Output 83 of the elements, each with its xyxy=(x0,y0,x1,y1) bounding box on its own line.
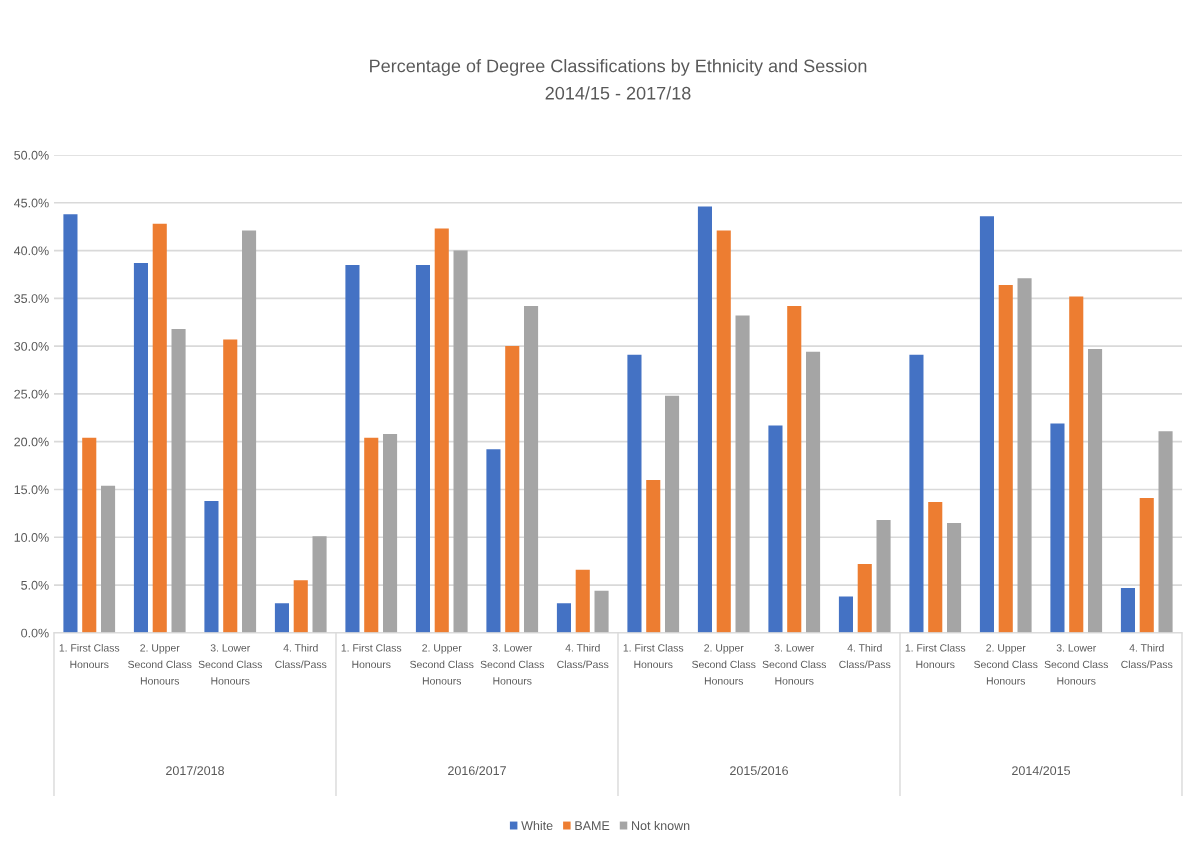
text: 2016/2017 xyxy=(448,765,506,776)
x-tick-label: 2. Upper Second Class Honours xyxy=(692,644,756,685)
bar xyxy=(998,284,1013,633)
bar xyxy=(947,522,962,633)
x-tick-label: 1. First Class Honours xyxy=(623,643,684,669)
bar xyxy=(204,500,219,633)
bar xyxy=(171,328,186,633)
x-tick-label: 3. Lower Second Class Honours xyxy=(1044,644,1109,685)
bar xyxy=(979,216,994,633)
bar xyxy=(665,395,680,633)
y-tick-label: 35.0% xyxy=(14,294,49,303)
bar xyxy=(434,228,449,633)
x-tick-label: 4. Third Class/Pass xyxy=(839,643,891,669)
bar xyxy=(383,434,398,633)
x-tick-label: 1. First Class Honours xyxy=(905,643,966,669)
x-tick-label: 3. Lower Second Class Honours xyxy=(198,644,263,685)
bar xyxy=(345,264,360,633)
legend-label: White xyxy=(521,820,553,831)
bar xyxy=(716,230,731,633)
bar xyxy=(1017,278,1032,633)
bar xyxy=(63,214,78,633)
y-tick-label: 15.0% xyxy=(14,485,49,495)
bar xyxy=(1088,348,1103,633)
y-tick-label: 20.0% xyxy=(14,437,49,447)
x-tick-label: 4. Third Class/Pass xyxy=(557,643,609,669)
x-tick-label: 2. Upper Second Class Honours xyxy=(974,644,1038,685)
bar xyxy=(152,223,167,633)
x-tick-label: 3. Lower Second Class Honours xyxy=(480,644,545,685)
bar xyxy=(453,250,468,633)
bar xyxy=(838,596,853,633)
y-tick-label: 50.0% xyxy=(14,150,49,160)
bar xyxy=(787,305,802,633)
y-tick-label: 30.0% xyxy=(14,341,49,351)
x-tick-label: 4. Third Class/Pass xyxy=(275,643,327,669)
bar xyxy=(646,479,661,633)
bar xyxy=(1050,423,1065,633)
bar xyxy=(768,425,783,633)
bar xyxy=(876,520,891,633)
bar xyxy=(1139,498,1154,633)
bar xyxy=(133,262,148,633)
legend-label: Not known xyxy=(632,820,690,831)
y-tick-label: 45.0% xyxy=(13,198,49,208)
bar xyxy=(735,315,750,633)
bar xyxy=(575,569,590,633)
bar xyxy=(1158,431,1173,633)
y-tick-label: 10.0% xyxy=(14,533,49,542)
bar xyxy=(857,564,872,633)
bar xyxy=(293,580,308,633)
y-tick-label: 25.0% xyxy=(14,389,49,399)
bar xyxy=(806,351,821,633)
text: 2015/2016 xyxy=(730,765,788,776)
legend-label: BAME xyxy=(575,821,610,830)
bar xyxy=(556,603,571,633)
bar xyxy=(1120,587,1135,633)
text: 2014/2015 xyxy=(1012,765,1071,776)
chart-title: Percentage of Degree Classifications by Ethnicity and Session 2014/15 - 2017/18 xyxy=(370,59,867,100)
bar xyxy=(223,339,238,633)
bar xyxy=(364,437,379,633)
bar xyxy=(1069,296,1084,633)
bar xyxy=(505,346,520,633)
bar xyxy=(524,305,539,633)
x-tick-label: 2. Upper Second Class Honours xyxy=(128,644,192,685)
bar xyxy=(928,501,943,633)
bar xyxy=(312,536,327,633)
x-tick-label: 4. Third Class/Pass xyxy=(1121,643,1173,669)
y-tick-label: 0.0% xyxy=(21,628,49,638)
bar xyxy=(415,264,430,633)
y-tick-label: 5.0% xyxy=(21,580,49,590)
bar xyxy=(274,603,289,633)
bar xyxy=(594,590,609,633)
bar xyxy=(82,437,97,633)
bar xyxy=(242,230,257,633)
x-tick-label: 1. First Class Honours xyxy=(341,643,402,669)
x-tick-label: 3. Lower Second Class Honours xyxy=(762,644,827,685)
x-tick-label: 2. Upper Second Class Honours xyxy=(410,644,474,685)
bar xyxy=(697,206,712,633)
bar xyxy=(909,354,924,633)
bar xyxy=(486,449,501,633)
x-tick-label: 1. First Class Honours xyxy=(59,643,120,669)
y-tick-label: 40.0% xyxy=(13,246,49,256)
bar xyxy=(101,485,116,633)
text: 2017/2018 xyxy=(166,765,224,776)
bar xyxy=(627,354,642,633)
